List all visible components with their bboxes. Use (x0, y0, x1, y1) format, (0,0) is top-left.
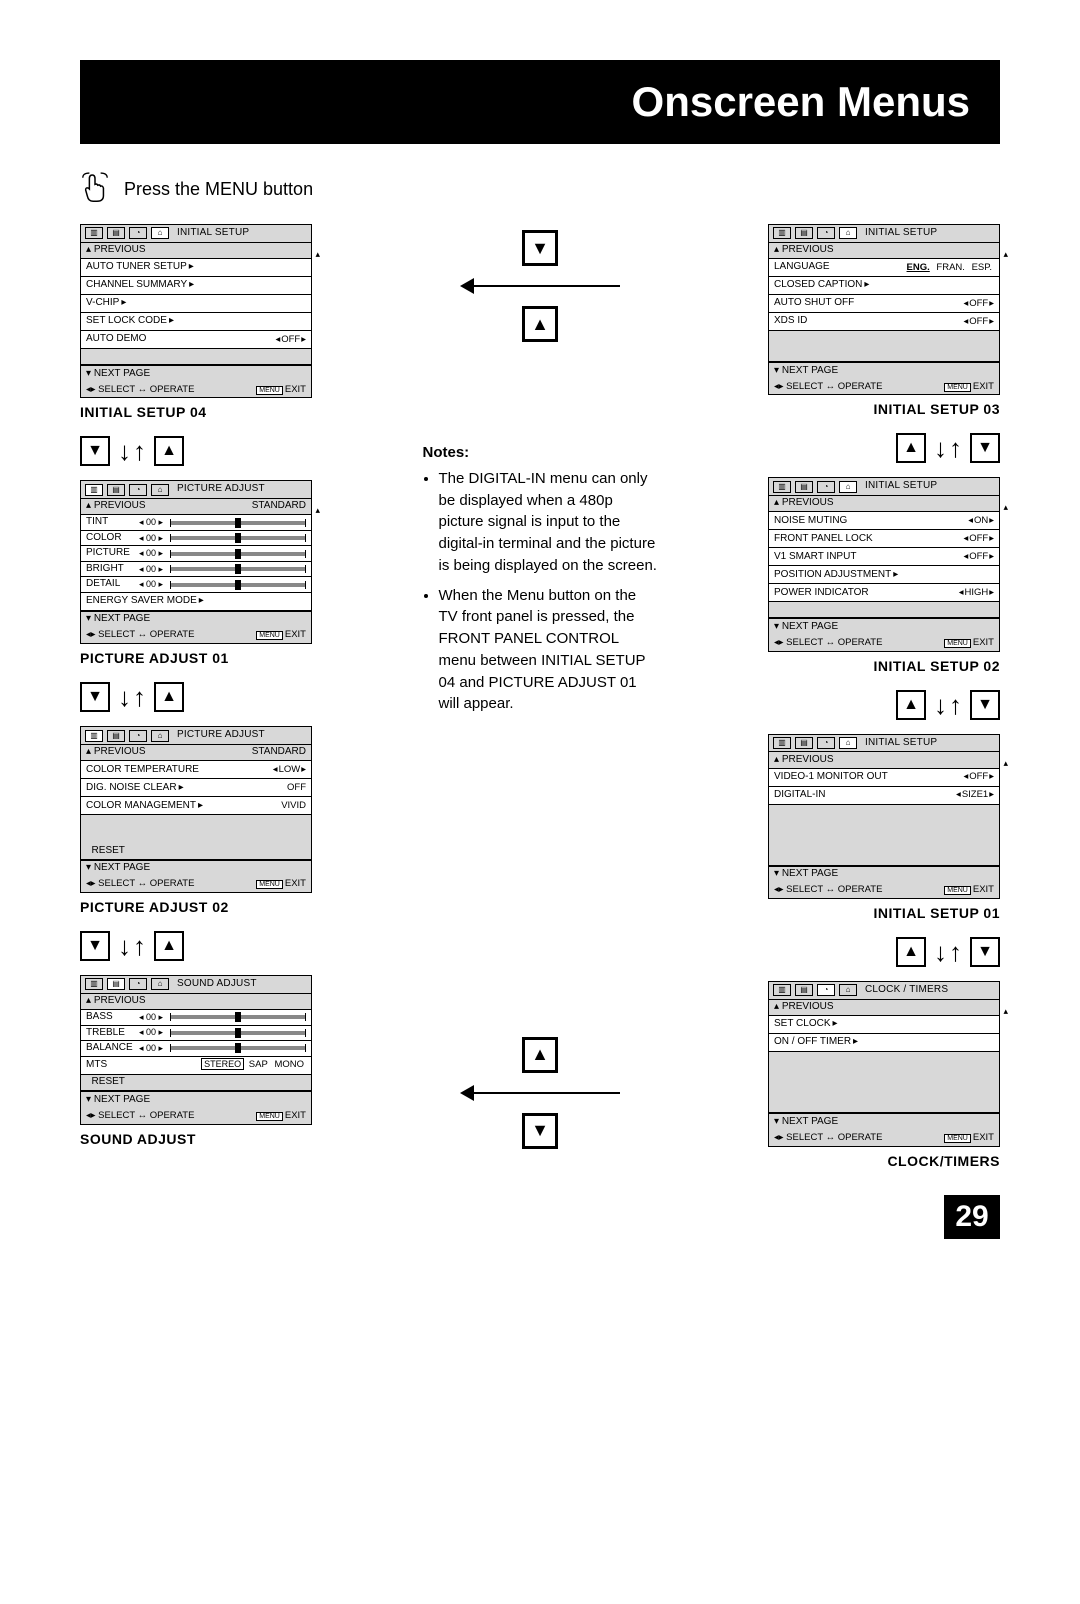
next-page-row[interactable]: NEXT PAGE (769, 1113, 999, 1130)
nav-up-down: ▲ ↓↑ ▼ (896, 433, 1000, 463)
previous-row[interactable]: PREVIOUSSTANDARD (81, 745, 311, 762)
title-clock: CLOCK/TIMERS (887, 1153, 1000, 1169)
menu-card: ▥▤◔⌂INITIAL SETUP ▴ PREVIOUS NOISE MUTIN… (768, 477, 1000, 651)
slider-row[interactable]: BASS ◂ 00 ▸ (81, 1010, 311, 1026)
menu-card: ▥▤◔⌂INITIAL SETUP ▴ PREVIOUS LANGUAGEENG… (768, 224, 1000, 395)
reset-row[interactable]: RESET (81, 1075, 311, 1092)
slider-row[interactable]: DETAIL ◂ 00 ▸ (81, 577, 311, 593)
menu-header: ▥▤◔⌂INITIAL SETUP (769, 225, 999, 243)
next-page-row[interactable]: NEXT PAGE (81, 860, 311, 877)
notes-heading: Notes: (423, 442, 658, 464)
menu-row[interactable]: NOISE MUTINGON (769, 512, 999, 530)
title-is03: INITIAL SETUP 03 (873, 401, 1000, 417)
previous-row[interactable]: PREVIOUS (769, 752, 999, 769)
menu-row[interactable]: CLOSED CAPTION (769, 277, 999, 295)
previous-row[interactable]: PREVIOUS (769, 1000, 999, 1017)
menu-row[interactable]: V-CHIP (81, 295, 311, 313)
menu-footer: ◂▸ SELECT ↔ OPERATE MENUEXIT (81, 1108, 311, 1124)
menu-row[interactable]: ON / OFF TIMER (769, 1034, 999, 1051)
menu-row[interactable]: V1 SMART INPUTOFF (769, 548, 999, 566)
menu-header: ▥▤◔⌂INITIAL SETUP (769, 735, 999, 753)
nav-down-up: ▼ ↓↑ ▲ (80, 931, 184, 961)
next-page-row[interactable]: NEXT PAGE (81, 1091, 311, 1108)
center-nav-top: ▼ ▲ (460, 230, 620, 342)
next-page-row[interactable]: NEXT PAGE (81, 611, 311, 628)
slider-row[interactable]: PICTURE ◂ 00 ▸ (81, 546, 311, 562)
press-icon (80, 172, 110, 206)
menu-card: ▥▤◔⌂INITIAL SETUP ▴ PREVIOUS AUTO TUNER … (80, 224, 312, 398)
menu-row[interactable]: FRONT PANEL LOCKOFF (769, 530, 999, 548)
reset-row[interactable]: RESET (81, 843, 311, 860)
menu-footer: ◂▸ SELECT ↔ OPERATE MENUEXIT (81, 627, 311, 643)
menu-header: ▥▤◔⌂INITIAL SETUP (81, 225, 311, 243)
notes-block: Notes: The DIGITAL-IN menu can only be d… (423, 442, 658, 723)
menu-row[interactable]: SET LOCK CODE (81, 313, 311, 331)
menu-header: ▥▤◔⌂PICTURE ADJUST (81, 481, 311, 499)
previous-row[interactable]: PREVIOUS (81, 243, 311, 260)
title-is04: INITIAL SETUP 04 (80, 404, 207, 420)
title-is01: INITIAL SETUP 01 (873, 905, 1000, 921)
instruction-text: Press the MENU button (124, 179, 313, 200)
menu-row[interactable]: AUTO TUNER SETUP (81, 259, 311, 277)
next-page-row[interactable]: NEXT PAGE (769, 866, 999, 883)
title-pa01: PICTURE ADJUST 01 (80, 650, 229, 666)
menu-card: ▥▤◔⌂INITIAL SETUP ▴ PREVIOUS VIDEO-1 MON… (768, 734, 1000, 899)
menu-row[interactable]: LANGUAGEENG. FRAN. ESP. (769, 259, 999, 277)
title-sound: SOUND ADJUST (80, 1131, 196, 1147)
page-title: Onscreen Menus (80, 60, 1000, 144)
menu-card: ▥▤◔⌂PICTURE ADJUST ▴ PREVIOUSSTANDARD TI… (80, 480, 312, 644)
title-pa02: PICTURE ADJUST 02 (80, 899, 229, 915)
page-number: 29 (944, 1195, 1000, 1239)
menu-footer: ◂▸ SELECT ↔ OPERATE MENUEXIT (769, 635, 999, 651)
previous-row[interactable]: PREVIOUSSTANDARD (81, 499, 311, 516)
note-item: When the Menu button on the TV front pan… (439, 585, 658, 716)
next-page-row[interactable]: NEXT PAGE (769, 362, 999, 379)
menu-footer: ◂▸ SELECT ↔ OPERATE MENUEXIT (81, 876, 311, 892)
slider-row[interactable]: TINT ◂ 00 ▸ (81, 515, 311, 531)
menu-row[interactable]: SET CLOCK (769, 1016, 999, 1034)
menu-footer: ◂▸ SELECT ↔ OPERATE MENUEXIT (769, 1130, 999, 1146)
menu-row[interactable]: COLOR TEMPERATURELOW (81, 761, 311, 779)
menu-card: ▥▤◔⌂PICTURE ADJUST PREVIOUSSTANDARD COLO… (80, 726, 312, 893)
nav-down-up: ▼ ↓↑ ▲ (80, 436, 184, 466)
menu-row[interactable]: DIGITAL-INSIZE1 (769, 787, 999, 804)
menu-row[interactable]: CHANNEL SUMMARY (81, 277, 311, 295)
mts-row[interactable]: MTS STEREO SAP MONO (81, 1057, 311, 1074)
menu-card: ▥▤◔⌂SOUND ADJUST PREVIOUS BASS ◂ 00 ▸ TR… (80, 975, 312, 1124)
slider-row[interactable]: COLOR ◂ 00 ▸ (81, 531, 311, 547)
down-triangle-icon: ▼ (80, 436, 110, 466)
center-nav-bottom: ▲ ▼ (460, 1037, 620, 1149)
menu-row[interactable]: XDS IDOFF (769, 313, 999, 330)
menu-header: ▥▤◔⌂INITIAL SETUP (769, 478, 999, 496)
nav-down-up: ▼ ↓↑ ▲ (80, 682, 184, 712)
title-is02: INITIAL SETUP 02 (873, 658, 1000, 674)
menu-row[interactable]: VIDEO-1 MONITOR OUTOFF (769, 769, 999, 787)
up-triangle-icon: ▲ (154, 436, 184, 466)
down-triangle-icon: ▼ (522, 230, 558, 266)
slider-row[interactable]: BRIGHT ◂ 00 ▸ (81, 562, 311, 578)
previous-row[interactable]: PREVIOUS (769, 496, 999, 513)
next-page-row[interactable]: NEXT PAGE (769, 618, 999, 635)
menu-row[interactable]: AUTO DEMOOFF (81, 331, 311, 348)
menu-row[interactable]: POWER INDICATORHIGH (769, 584, 999, 601)
menu-row[interactable]: AUTO SHUT OFFOFF (769, 295, 999, 313)
slider-row[interactable]: TREBLE ◂ 00 ▸ (81, 1026, 311, 1042)
menu-footer: ◂▸ SELECT ↔ OPERATE MENUEXIT (769, 379, 999, 395)
up-triangle-icon: ▲ (522, 306, 558, 342)
previous-row[interactable]: PREVIOUS (769, 243, 999, 260)
menu-row[interactable]: COLOR MANAGEMENTVIVID (81, 797, 311, 814)
menu-card: ▥▤◔⌂CLOCK / TIMERS ▴ PREVIOUS SET CLOCKO… (768, 981, 1000, 1146)
slider-row[interactable]: BALANCE ◂ 00 ▸ (81, 1041, 311, 1057)
note-item: The DIGITAL-IN menu can only be displaye… (439, 468, 658, 577)
previous-row[interactable]: PREVIOUS (81, 994, 311, 1011)
menu-footer: ◂▸ SELECT ↔ OPERATE MENUEXIT (81, 382, 311, 398)
menu-row[interactable]: ENERGY SAVER MODE (81, 593, 311, 610)
menu-footer: ◂▸ SELECT ↔ OPERATE MENUEXIT (769, 882, 999, 898)
menu-header: ▥▤◔⌂CLOCK / TIMERS (769, 982, 999, 1000)
next-page-row[interactable]: NEXT PAGE (81, 365, 311, 382)
menu-row[interactable]: POSITION ADJUSTMENT (769, 566, 999, 584)
left-arrow-icon (460, 274, 620, 298)
menu-row[interactable]: DIG. NOISE CLEAROFF (81, 779, 311, 797)
